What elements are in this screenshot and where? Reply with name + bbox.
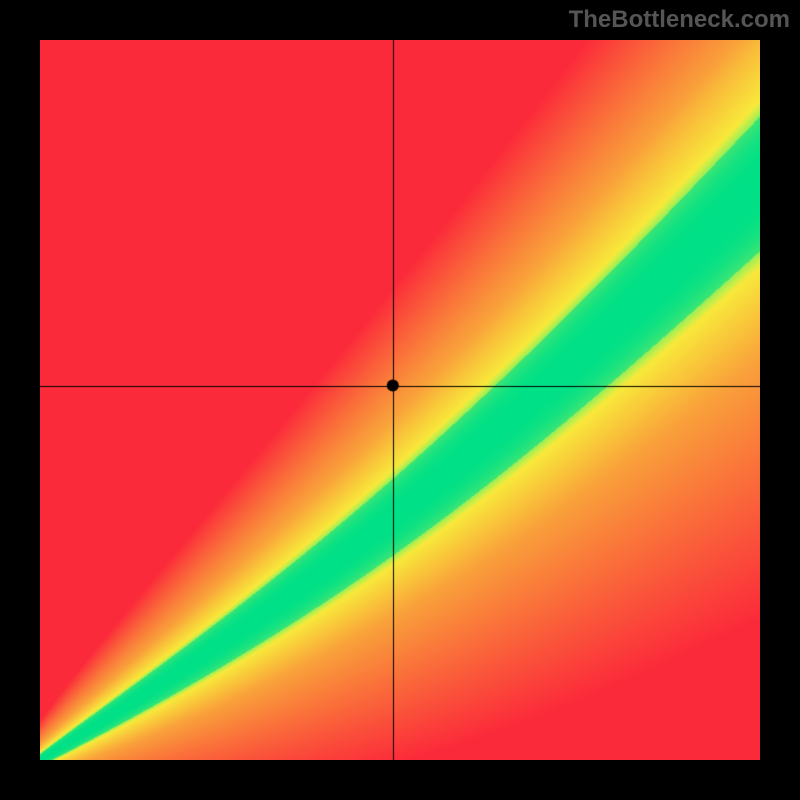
watermark-text: TheBottleneck.com <box>569 6 790 34</box>
chart-container: TheBottleneck.com <box>0 0 800 800</box>
plot-area <box>40 40 760 760</box>
heatmap-canvas <box>40 40 760 760</box>
